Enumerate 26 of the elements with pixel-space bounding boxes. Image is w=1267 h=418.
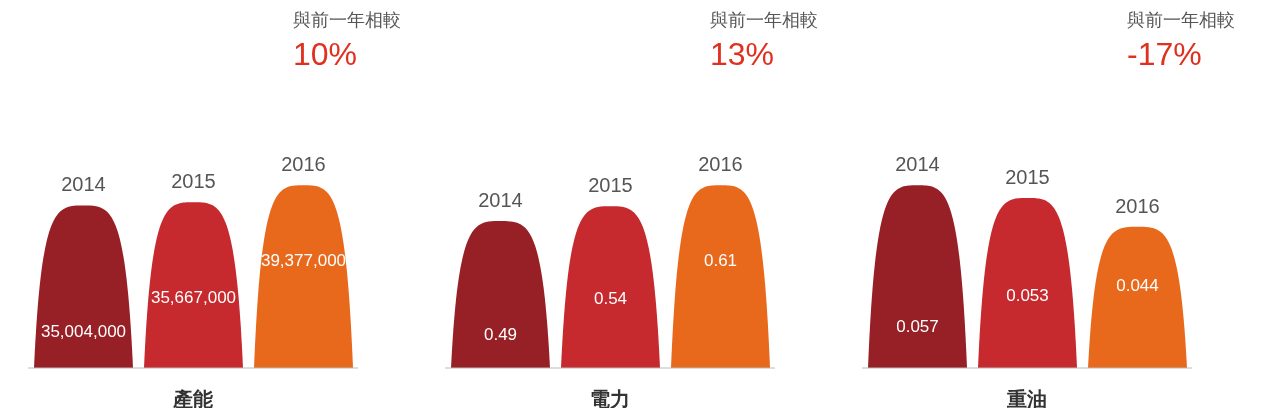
x-tick-label: 2016 (1115, 194, 1160, 217)
data-label: 0.49 (483, 325, 518, 345)
text: 與前一年相較 (710, 9, 818, 32)
data-label: 0.54 (593, 289, 628, 309)
x-tick-label: 2014 (61, 173, 106, 196)
x-axis-title: 產能 (172, 388, 213, 410)
data-label: 39,377,000 (260, 251, 347, 271)
data-label: 0.057 (896, 317, 939, 337)
text: 與前一年相較 (293, 9, 401, 32)
x-tick-label: 2015 (1005, 165, 1050, 188)
x-axis-title: 重油 (1006, 388, 1047, 410)
data-label: 0.61 (703, 251, 738, 271)
data-label: 0.053 (1006, 286, 1049, 306)
x-tick-label: 2014 (895, 153, 940, 176)
text: 與前一年相較 (1127, 9, 1235, 32)
x-tick-label: 2015 (588, 174, 633, 197)
x-tick-label: 2016 (281, 153, 326, 176)
x-tick-label: 2015 (171, 170, 216, 193)
x-tick-label: 2014 (478, 189, 523, 212)
data-label: 0.044 (1116, 275, 1159, 295)
text: -17% (1127, 36, 1203, 73)
text: 10% (293, 36, 359, 73)
text: 13% (710, 36, 776, 73)
data-label: 35,004,000 (40, 321, 127, 341)
x-tick-label: 2016 (698, 153, 743, 176)
data-label: 35,667,000 (150, 287, 237, 307)
